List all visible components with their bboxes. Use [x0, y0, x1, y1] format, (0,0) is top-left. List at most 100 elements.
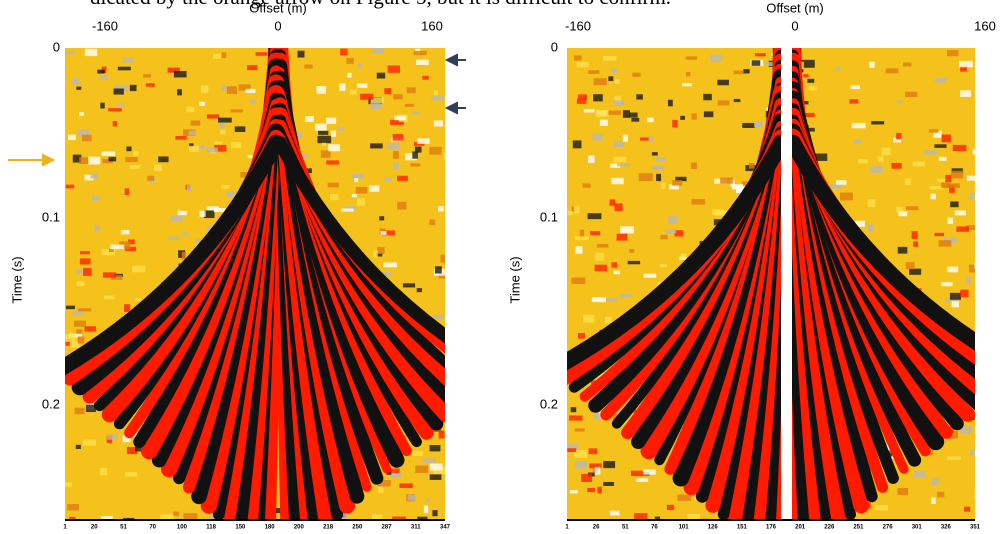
noise [67, 503, 80, 511]
noise [346, 57, 354, 64]
noise [647, 117, 654, 123]
noise [574, 428, 585, 432]
trace-label: 100 [177, 525, 188, 531]
noise [393, 151, 399, 159]
noise [906, 206, 919, 211]
trace-label: 151 [737, 525, 748, 531]
noise [588, 448, 598, 455]
noise [329, 193, 339, 201]
trace-label: 76 [651, 525, 658, 531]
noise [347, 72, 352, 78]
noise [75, 444, 81, 449]
noise [597, 243, 609, 248]
noise [119, 241, 131, 250]
arrow [444, 53, 466, 115]
noise [94, 225, 100, 232]
noise [874, 505, 889, 511]
noise [685, 56, 698, 60]
noise [117, 66, 131, 71]
noise [947, 456, 961, 460]
noise [579, 229, 585, 237]
noise [404, 103, 414, 107]
trace-label: 70 [149, 525, 156, 531]
noise [913, 470, 926, 478]
noise [583, 109, 595, 113]
noise [317, 135, 332, 144]
noise [610, 163, 621, 168]
noise [417, 516, 428, 520]
trace-label: 150 [235, 525, 246, 531]
noise [123, 517, 135, 520]
y-tick-label: 0 [551, 39, 558, 54]
noise [65, 334, 76, 342]
noise [958, 60, 973, 68]
noise [720, 177, 733, 184]
noise [106, 434, 118, 440]
trace-label: 51 [120, 525, 127, 531]
trace-label: 311 [411, 525, 421, 531]
noise [931, 478, 939, 486]
trace-label: 250 [352, 525, 363, 531]
noise [231, 142, 242, 149]
noise [72, 154, 82, 163]
seismic-image [567, 48, 975, 520]
noise [691, 199, 706, 205]
noise [69, 341, 80, 348]
noise [147, 175, 155, 181]
noise [951, 168, 963, 173]
noise [851, 122, 866, 129]
noise [304, 64, 313, 69]
noise [655, 156, 667, 162]
noise [188, 145, 199, 153]
noise [298, 154, 308, 159]
noise [126, 146, 132, 152]
noise [667, 99, 673, 107]
noise [742, 122, 755, 128]
noise [578, 333, 586, 339]
y-tick-label: 0 [53, 39, 60, 54]
noise [386, 468, 400, 474]
noise [934, 144, 947, 148]
noise [905, 91, 918, 97]
noise [603, 481, 615, 486]
noise [316, 86, 327, 94]
noise [710, 54, 723, 63]
noise [320, 150, 331, 158]
noise [960, 289, 969, 298]
noise [938, 240, 952, 247]
noise [929, 186, 944, 190]
noise [616, 233, 628, 241]
noise [839, 192, 853, 201]
noise [79, 258, 91, 265]
noise [341, 513, 348, 519]
noise [123, 57, 133, 63]
noise [924, 150, 938, 155]
noise [376, 253, 383, 257]
noise [867, 224, 874, 232]
noise [417, 138, 430, 144]
noise [206, 147, 218, 153]
noise [951, 301, 959, 308]
noise [944, 298, 958, 303]
noise [668, 216, 678, 224]
noise [369, 185, 380, 192]
noise [77, 336, 85, 344]
noise [178, 250, 186, 258]
noise [966, 175, 975, 181]
noise [972, 148, 975, 155]
noise [85, 404, 96, 413]
noise [954, 210, 966, 216]
noise [410, 163, 421, 167]
noise [687, 513, 701, 520]
trace-label: 1 [63, 525, 67, 531]
noise [383, 262, 398, 268]
noise [574, 55, 582, 61]
seismic-event [65, 134, 284, 376]
seismic-event [567, 134, 790, 371]
noise [604, 316, 612, 324]
noise [393, 94, 403, 100]
noise [170, 215, 183, 222]
noise [370, 101, 381, 109]
noise [666, 504, 675, 511]
noise [610, 68, 617, 73]
